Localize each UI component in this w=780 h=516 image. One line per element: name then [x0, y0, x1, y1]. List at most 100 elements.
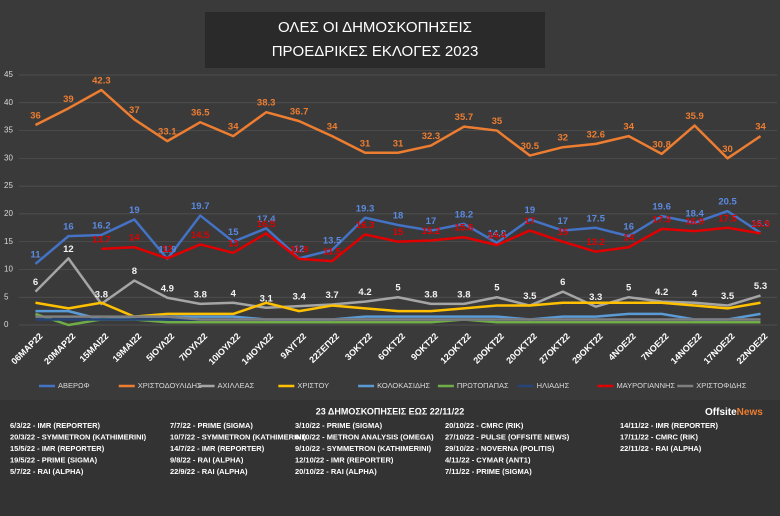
data-label: 3.8	[424, 289, 437, 300]
data-label: 5.3	[754, 281, 767, 292]
data-label: 18.2	[455, 209, 474, 220]
data-label: 18	[393, 211, 404, 222]
poll-entry: 17/11/22 - CMRC (RIK)	[620, 432, 698, 441]
poll-entry: 29/10/22 - NOVERNA (POLITIS)	[445, 444, 555, 453]
data-label: 3.1	[260, 293, 274, 304]
data-label: 17	[525, 216, 536, 227]
series-line	[35, 301, 761, 318]
data-label: 16.9	[685, 217, 704, 228]
poll-entry: 14/11/22 - IMR (REPORTER)	[620, 421, 718, 430]
y-tick-label: 0	[4, 320, 9, 329]
data-label: 17.5	[586, 213, 605, 224]
data-label: 17	[426, 216, 437, 227]
data-label: 19.7	[191, 201, 210, 212]
data-label: 34	[755, 122, 766, 133]
legend-label: ΧΡΙΣΤΟΔΟΥΛΙΔΗΣ	[138, 381, 202, 390]
data-label: 6	[560, 277, 565, 288]
data-label: 14	[623, 233, 634, 244]
legend-label: ΚΟΛΟΚΑΣΙΔΗΣ	[377, 381, 430, 390]
legend-label: ΠΡΩΤΟΠΑΠΑΣ	[457, 381, 509, 390]
poll-entry: 22/11/22 - RAI (ALPHA)	[620, 444, 702, 453]
data-label: 14.4	[488, 231, 507, 242]
data-label: 19	[525, 205, 536, 216]
data-label: 31	[360, 138, 371, 149]
data-label: 17	[557, 216, 568, 227]
data-label: 3.5	[523, 291, 537, 302]
data-label: 15.8	[455, 223, 474, 234]
data-label: 34	[623, 122, 634, 133]
poll-entry: 10/7/22 - SYMMETRON (KATHIMERINI)	[170, 432, 307, 441]
data-label: 16.5	[751, 219, 770, 230]
data-label: 12	[162, 244, 173, 255]
data-label: 16	[63, 222, 74, 233]
data-label: 5	[626, 283, 632, 294]
data-label: 14.5	[191, 230, 210, 241]
series-line	[34, 257, 761, 310]
data-label: 20.5	[718, 197, 737, 208]
data-label: 3.3	[589, 292, 602, 303]
data-label: 5	[494, 283, 500, 294]
data-label: 13	[228, 238, 239, 249]
series-line	[35, 312, 761, 327]
data-label: 16.3	[356, 220, 375, 231]
data-label: 4.9	[161, 283, 174, 294]
poll-entry: 7/11/22 - PRIME (SIGMA)	[445, 467, 532, 476]
data-label: 16.5	[257, 219, 276, 230]
data-label: 11.5	[323, 247, 342, 258]
legend-label: ΗΛΙΑΔΗΣ	[537, 381, 570, 390]
data-label: 11.9	[158, 244, 176, 255]
y-tick-label: 25	[4, 181, 13, 190]
chart-title: ΟΛΕΣ ΟΙ ΔΗΜΟΣΚΟΠΗΣΕΙΣ	[278, 19, 472, 36]
data-label: 17.5	[718, 213, 737, 224]
data-label: 13.5	[323, 236, 342, 247]
poll-entry: 27/10/22 - PULSE (OFFSITE NEWS)	[445, 432, 570, 441]
summary: 23 ΔΗΜΟΣΚΟΠΗΣΕΙΣ ΕΩΣ 22/11/22	[316, 406, 465, 416]
data-label: 36.7	[290, 107, 309, 118]
data-label: 13.7	[92, 234, 111, 245]
poll-entry: 20/10/22 - RAI (ALPHA)	[295, 467, 377, 476]
data-label: 19.3	[356, 203, 375, 214]
data-label: 15.2	[422, 226, 441, 237]
data-label: 36.5	[191, 108, 210, 119]
data-label: 4	[692, 288, 698, 299]
data-label: 38.3	[257, 98, 276, 109]
series-line	[101, 226, 761, 263]
chart-subtitle: ΠΡΟΕΔΡΙΚΕΣ ΕΚΛΟΓΕΣ 2023	[272, 43, 479, 60]
brand-a: Offsite	[705, 407, 737, 418]
data-label: 18.4	[685, 208, 704, 219]
data-label: 4.2	[358, 287, 371, 298]
y-tick-label: 30	[4, 153, 13, 162]
data-label: 42.3	[92, 76, 111, 87]
data-label: 15	[557, 227, 568, 238]
poll-entry: 9/10/22 - SYMMETRON (KATHIMERINI)	[295, 444, 432, 453]
poll-entry: 3/10/22 - PRIME (SIGMA)	[295, 421, 383, 430]
legend-label: ΧΡΙΣΤΟΦΙΔΗΣ	[696, 381, 746, 390]
data-label: 30.5	[521, 141, 540, 152]
data-label: 8	[132, 266, 137, 277]
poll-entry: 6/10/22 - METRON ANALYSIS (OMEGA)	[295, 432, 434, 441]
poll-entry: 22/9/22 - RAI (ALPHA)	[170, 467, 248, 476]
legend-label: ΑΒΕΡΩΦ	[58, 381, 90, 390]
legend-label: ΑΧΙΛΛΕΑΣ	[218, 381, 255, 390]
brand-b: News	[737, 407, 764, 418]
poll-entry: 9/8/22 - RAI (ALPHA)	[170, 455, 244, 464]
data-label: 3.8	[457, 289, 470, 300]
data-label: 3.5	[721, 291, 735, 302]
poll-entry: 7/7/22 - PRIME (SIGMA)	[170, 421, 253, 430]
data-label: 11.9	[290, 244, 308, 255]
data-label: 3.4	[293, 292, 307, 303]
data-label: 4.2	[655, 287, 668, 298]
poll-entry: 5/7/22 - RAI (ALPHA)	[10, 467, 84, 476]
y-tick-label: 10	[4, 265, 13, 274]
data-label: 12	[63, 244, 74, 255]
data-label: 5	[395, 283, 401, 294]
y-tick-label: 15	[4, 237, 13, 246]
poll-entry: 6/3/22 - IMR (REPORTER)	[10, 421, 101, 430]
y-tick-label: 5	[4, 292, 9, 301]
legend-label: ΜΑΥΡΟΓΙΑΝΝΗΣ	[616, 381, 675, 390]
data-label: 31	[393, 138, 404, 149]
data-label: 15	[228, 227, 239, 238]
data-label: 35.9	[685, 111, 704, 122]
data-label: 37	[129, 105, 140, 116]
